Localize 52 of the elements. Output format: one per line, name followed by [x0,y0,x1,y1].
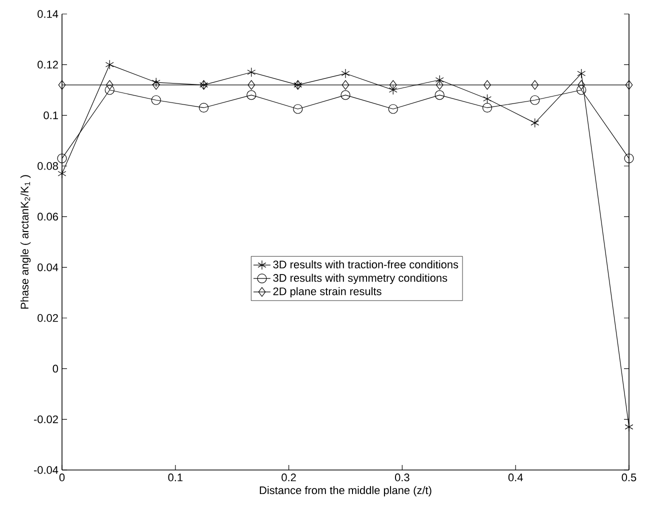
x-tick-label: 0.1 [168,474,182,482]
point [248,80,256,90]
point [576,85,586,95]
point [388,104,398,114]
y-tick-label: 0.04 [38,263,58,272]
y-tick-label: 0.02 [38,314,58,322]
x-tick-label: 0.3 [395,474,410,482]
y-tick-label: -0.02 [34,415,58,424]
point [435,75,444,85]
point [58,80,66,90]
point [152,78,160,88]
y-tick-label: -0.04 [34,466,58,474]
y-tick-label: 0.14 [38,10,58,18]
x-tick-label: 0.4 [508,474,523,482]
point [246,90,256,100]
point [58,168,66,178]
legend-label: 3D results with symmetry conditions [273,274,448,284]
y-tick-label: 0.12 [38,60,58,69]
point [106,80,114,90]
legend-label: 3D results with traction-free conditions [273,260,458,268]
x-tick-label: 0.2 [282,474,296,482]
point [151,95,161,105]
point [434,90,444,100]
point [624,422,634,432]
point [482,102,492,113]
y-tick-label: 0.08 [38,162,58,170]
point [104,85,114,95]
point [198,102,209,113]
point [530,118,540,128]
point [624,154,634,164]
point [152,80,160,90]
point [293,104,303,114]
y-tick-label: 0 [52,364,58,373]
y-axis-title: Phase angle ( arctanK$_{2}$/K$_{1}$ ) [20,175,31,309]
point [389,80,397,90]
point [436,80,444,90]
y-tick-label: 0.1 [44,111,58,120]
point [340,90,350,100]
point [57,154,67,164]
x-tick-label: 0.5 [622,474,636,482]
point [105,60,114,70]
point [625,80,633,90]
legend-label: 2D plane strain results [273,287,382,298]
point [483,94,492,104]
point [531,80,539,90]
point [484,80,491,90]
point [530,95,540,105]
x-axis-title: Distance from the middle plane (z/t) [260,486,432,496]
point [388,85,398,95]
x-tick-label: 0 [59,474,65,482]
y-tick-label: 0.06 [38,212,58,221]
point [247,67,256,78]
